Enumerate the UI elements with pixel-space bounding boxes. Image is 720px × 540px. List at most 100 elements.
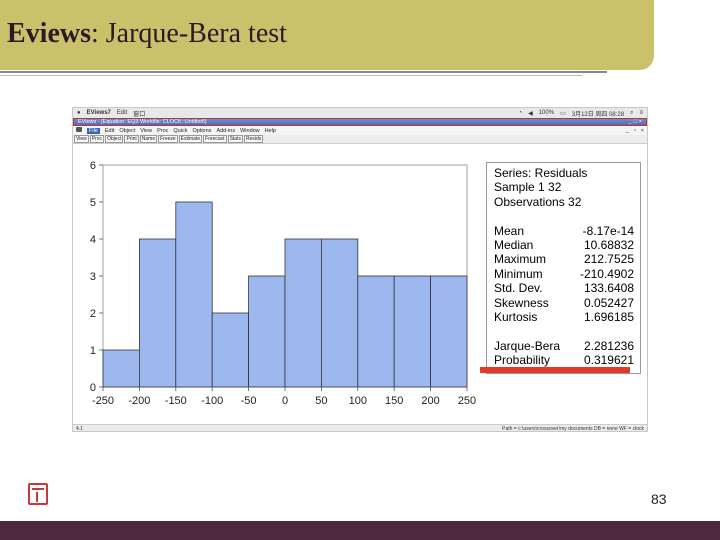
tool-name-button[interactable]: Name <box>139 135 158 143</box>
slide-title-bold: Eviews <box>7 18 91 49</box>
x-tick-label: -100 <box>201 395 223 407</box>
x-tick-label: 200 <box>421 395 439 407</box>
stat-label: Median <box>494 238 534 253</box>
stat-value: 133.6408 <box>583 281 634 296</box>
histogram-bar <box>248 275 286 388</box>
app-icon[interactable] <box>76 127 82 134</box>
stats-series: Series: Residuals <box>494 166 588 180</box>
eviews-screenshot: ● EViews7 Edit 窗口 ◔ ◀ 100% ▭ 3月12日 周四 08… <box>72 107 648 432</box>
y-tick-label: 3 <box>90 271 96 283</box>
stat-label: Kurtosis <box>494 310 538 325</box>
tool-estimate-button[interactable]: Estimate <box>178 135 203 143</box>
y-tick-label: 5 <box>90 197 96 209</box>
slide-title-rest: : Jarque-Bera test <box>91 18 287 49</box>
histogram-bar <box>393 275 432 388</box>
stats-observations: Observations 32 <box>494 194 582 209</box>
jarque-bera-row: Jarque-Bera 2.281236 <box>494 339 634 353</box>
close-icon[interactable]: × <box>638 119 642 125</box>
stat-label: Maximum <box>494 252 547 267</box>
stats-sample: Sample 1 32 <box>494 180 562 195</box>
stat-value: -210.4902 <box>579 266 634 281</box>
probability-value: 0.319621 <box>583 353 634 368</box>
x-tick-label: -150 <box>165 395 187 407</box>
stat-row: Skewness 0.052427 <box>494 296 634 310</box>
status-left: 4.1 <box>76 426 83 432</box>
mac-menu-edit[interactable]: Edit <box>116 110 128 116</box>
tool-view-button[interactable]: View <box>74 135 89 143</box>
apple-icon[interactable]: ● <box>77 110 81 116</box>
stat-row: Mean -8.17e-14 <box>494 224 634 238</box>
tool-proc-button[interactable]: Proc <box>89 135 105 143</box>
object-toolbar: View Proc Object Print Name Freeze Estim… <box>73 135 647 144</box>
minimize-icon[interactable]: _ <box>628 119 632 125</box>
control-center-icon[interactable]: ≡ <box>639 110 643 116</box>
histogram-bar <box>430 275 468 388</box>
status-bar: 4.1 Path = c:\users\crossover\my documen… <box>73 424 647 432</box>
tool-forecast-button[interactable]: Forecast <box>203 135 227 143</box>
probability-label: Probability <box>494 353 551 368</box>
menu-file[interactable]: File <box>87 127 100 134</box>
menu-help[interactable]: Help <box>264 127 276 134</box>
histogram-bar <box>139 238 177 388</box>
menu-view[interactable]: View <box>140 127 153 134</box>
x-tick-label: 100 <box>349 395 367 407</box>
page-number: 83 <box>651 491 667 507</box>
x-tick-label: -250 <box>92 395 114 407</box>
title-rule <box>0 71 607 73</box>
x-tick-label: 0 <box>282 395 288 407</box>
stat-value: 1.696185 <box>583 310 634 325</box>
menu-addins[interactable]: Add-ins <box>216 127 236 134</box>
menu-object[interactable]: Object <box>119 127 136 134</box>
mac-menu-bar: ● EViews7 Edit 窗口 ◔ ◀ 100% ▭ 3月12日 周四 08… <box>73 108 647 118</box>
menu-options[interactable]: Options <box>192 127 212 134</box>
tool-stats-button[interactable]: Stats <box>227 135 243 143</box>
histogram-bar <box>175 201 213 388</box>
stat-value: 10.68832 <box>583 238 634 253</box>
seal-logo <box>28 483 48 505</box>
x-tick-label: 50 <box>315 395 327 407</box>
battery-percent: 100% <box>538 110 555 116</box>
menu-quick[interactable]: Quick <box>173 127 188 134</box>
tool-freeze-button[interactable]: Freeze <box>158 135 178 143</box>
doc-restore-icon[interactable]: ▫ <box>633 127 636 134</box>
clock[interactable]: 3月12日 周四 08:28 <box>571 111 625 118</box>
x-tick-label: 150 <box>385 395 403 407</box>
stat-label: Skewness <box>494 295 549 310</box>
slide-title: Eviews: Jarque-Bera test <box>7 18 287 50</box>
battery-icon[interactable]: ▭ <box>560 110 566 117</box>
maximize-icon[interactable]: □ <box>633 119 637 125</box>
stat-label: Std. Dev. <box>494 281 543 296</box>
window-title: EViews - [Equation: EQ3 Workfile: CLOCK:… <box>78 119 207 125</box>
doc-close-icon[interactable]: × <box>640 127 644 134</box>
menu-proc[interactable]: Proc <box>157 127 169 134</box>
menu-window[interactable]: Window <box>240 127 260 134</box>
tool-resids-button[interactable]: Resids <box>243 135 264 143</box>
histogram-bar <box>102 349 140 388</box>
stat-row: Median 10.68832 <box>494 238 634 252</box>
title-rule-secondary <box>0 75 582 76</box>
stat-value: 212.7525 <box>583 252 634 267</box>
tool-object-button[interactable]: Object <box>105 135 124 143</box>
window-title-bar[interactable]: EViews - [Equation: EQ3 Workfile: CLOCK:… <box>73 118 647 126</box>
spotlight-icon[interactable]: ⌕ <box>630 109 634 116</box>
doc-minimize-icon[interactable]: _ <box>625 127 629 134</box>
mac-menu-window[interactable]: 窗口 <box>133 111 146 118</box>
histogram-bar <box>211 312 249 388</box>
wifi-icon[interactable]: ◔ <box>518 110 523 116</box>
stat-row: Maximum 212.7525 <box>494 252 634 266</box>
mac-app-name[interactable]: EViews7 <box>86 110 111 116</box>
y-tick-label: 4 <box>90 234 96 246</box>
equation-view: -250 -200 -150 -100 -50 0 50 100 150 200 250 0 1 2 3 4 5… <box>73 144 647 424</box>
stat-label: Mean <box>494 223 525 238</box>
stat-label: Minimum <box>494 266 543 281</box>
x-tick-label: 250 <box>458 395 476 407</box>
y-tick-label: 1 <box>90 345 96 357</box>
y-tick-label: 2 <box>90 308 96 320</box>
jarque-bera-value: 2.281236 <box>583 338 634 353</box>
histogram-bar <box>284 238 322 388</box>
stat-value: 0.052427 <box>583 295 634 310</box>
volume-icon[interactable]: ◀ <box>528 110 533 117</box>
tool-print-button[interactable]: Print <box>124 135 139 143</box>
menu-edit[interactable]: Edit <box>104 127 115 134</box>
app-menu-bar: File Edit Object View Proc Quick Options… <box>73 126 647 135</box>
